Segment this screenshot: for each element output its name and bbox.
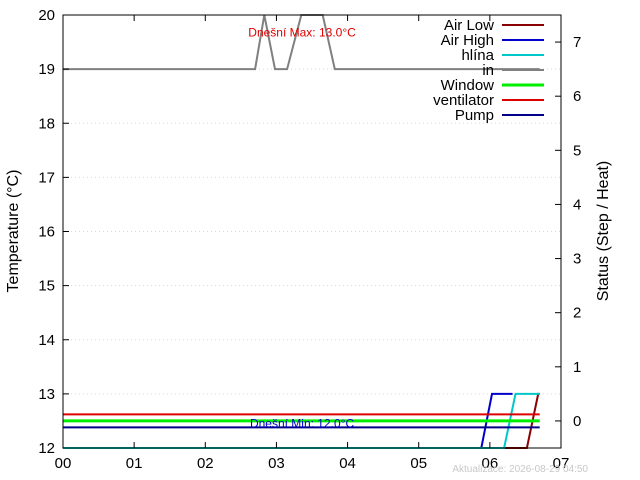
legend-label: Window [441,77,495,94]
y-axis-right-title: Status (Step / Heat) [595,161,612,302]
legend-label: Air Low [444,17,494,34]
y-left-tick-label: 20 [38,7,55,24]
legend-label: ventilator [433,92,494,109]
y-axis-left-title: Temperature (°C) [5,170,22,293]
y-left-tick-label: 12 [38,440,55,457]
legend-label: hlína [461,47,494,64]
x-tick-label: 05 [410,455,427,472]
y-left-tick-label: 15 [38,278,55,295]
y-left-tick-label: 17 [38,169,55,186]
y-right-tick-label: 1 [573,359,581,376]
y-left-tick-label: 18 [38,115,55,132]
x-tick-label: 02 [197,455,214,472]
x-tick-label: 00 [55,455,72,472]
grid [63,68,561,395]
y-right-tick-label: 6 [573,88,581,105]
legend-label: in [482,62,494,79]
annotation-label: Dnešní Max: 13.0°C [248,26,356,40]
series-line-in [63,14,540,71]
y-right-tick-label: 2 [573,305,581,322]
legend-label: Pump [455,107,494,124]
legend-label: Air High [441,32,494,49]
y-right-tick-label: 0 [573,413,581,430]
y-right-tick-label: 3 [573,251,581,268]
x-tick-label: 03 [268,455,285,472]
annotations-group: Dnešní Max: 13.0°C Dnešní Min: 12.0°C [248,26,356,431]
y-left-tick-label: 19 [38,61,55,78]
y-right-tick-label: 4 [573,196,581,213]
x-tick-label: 04 [339,455,356,472]
y-right-tick-label: 5 [573,142,581,159]
x-tick-label: 06 [482,455,499,472]
x-tick-label: 07 [553,455,570,472]
annotation-label: Dnešní Min: 12.0°C [250,416,355,430]
x-tick-label: 01 [126,455,143,472]
y-left-tick-label: 14 [38,332,55,349]
y-right-tick-label: 7 [573,34,581,51]
y-left-tick-label: 13 [38,386,55,403]
y-left-tick-label: 16 [38,224,55,241]
update-timestamp: Aktualizace: 2026-08-29 04:50 [452,464,588,475]
